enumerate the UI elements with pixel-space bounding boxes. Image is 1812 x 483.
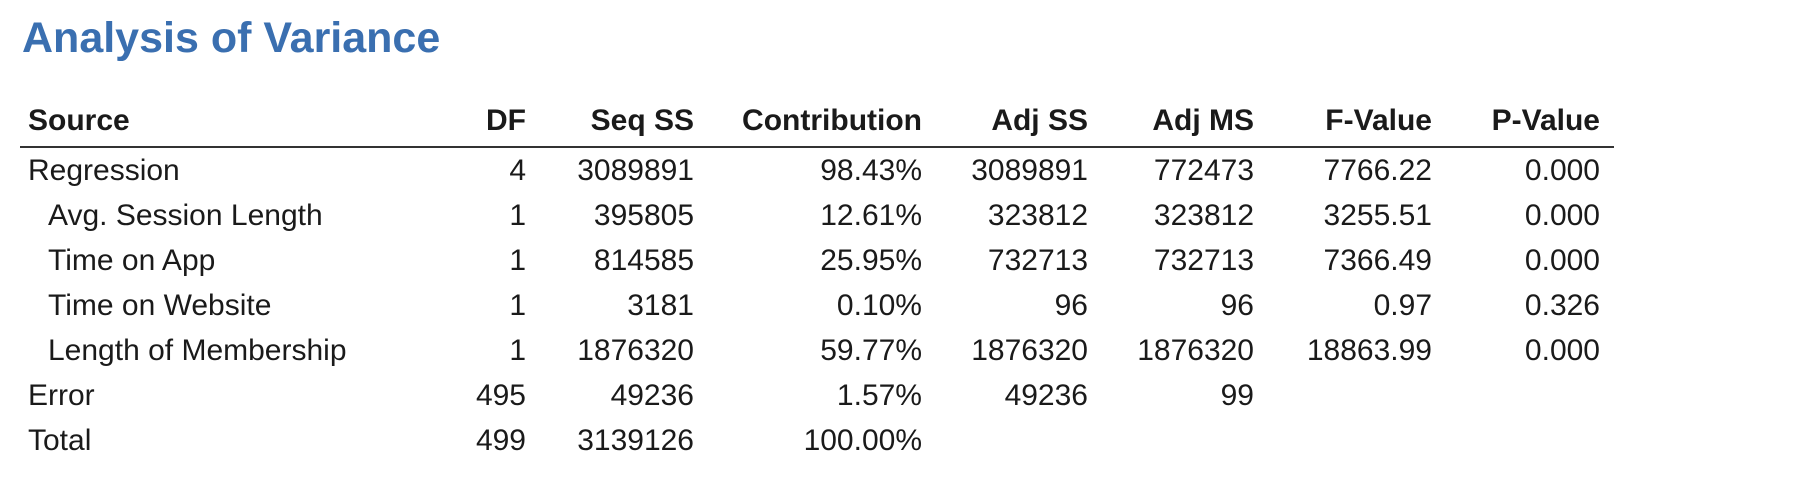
cell-df: 1 (509, 198, 526, 232)
table-header: Source DF Seq SS Contribution Adj SS Adj… (20, 96, 1614, 148)
header-f-value: F-Value (1268, 96, 1446, 148)
cell-df: 495 (475, 378, 526, 412)
table-row: Time on App 1 814585 25.95% 732713 732713 7366… (20, 238, 1614, 283)
cell-adj-ms: 732713 (1153, 243, 1254, 277)
cell-adj-ss: 3089891 (971, 153, 1088, 187)
table-row: Avg. Session Length 1 395805 12.61% 323812 32… (20, 193, 1614, 238)
cell-p-value: 0.000 (1524, 198, 1600, 232)
cell-contribution: 98.43% (820, 153, 922, 187)
cell-f-value: 0.97 (1373, 288, 1432, 322)
cell-source: Time on Website (48, 288, 272, 322)
cell-f-value: 3255.51 (1323, 198, 1432, 232)
header-contribution: Contribution (708, 96, 936, 148)
table-row: Error 495 49236 1.57% 49236 99 (20, 373, 1614, 418)
page-title: Analysis of Variance (22, 14, 441, 62)
cell-source: Regression (28, 153, 180, 187)
cell-adj-ss: 49236 (1004, 378, 1088, 412)
cell-seq-ss: 814585 (593, 243, 694, 277)
cell-source: Total (28, 423, 92, 457)
anova-table: Source DF Seq SS Contribution Adj SS Adj… (20, 96, 1614, 463)
cell-adj-ms (1102, 418, 1268, 463)
cell-df: 499 (475, 423, 526, 457)
cell-seq-ss: 395805 (593, 198, 694, 232)
cell-adj-ms: 323812 (1153, 198, 1254, 232)
cell-df: 1 (509, 288, 526, 322)
cell-p-value: 0.326 (1524, 288, 1600, 322)
cell-contribution: 1.57% (836, 378, 922, 412)
cell-contribution: 100.00% (803, 423, 922, 457)
cell-adj-ss: 732713 (987, 243, 1088, 277)
cell-f-value: 7766.22 (1323, 153, 1432, 187)
cell-seq-ss: 49236 (610, 378, 694, 412)
cell-p-value: 0.000 (1524, 333, 1600, 367)
cell-seq-ss: 1876320 (577, 333, 694, 367)
cell-source: Avg. Session Length (48, 198, 323, 232)
header-p-value: P-Value (1446, 96, 1614, 148)
cell-adj-ss (936, 418, 1102, 463)
cell-contribution: 12.61% (820, 198, 922, 232)
header-adj-ss: Adj SS (936, 96, 1102, 148)
cell-source: Time on App (48, 243, 216, 277)
cell-seq-ss: 3089891 (577, 153, 694, 187)
cell-adj-ss: 96 (1054, 288, 1088, 322)
header-adj-ms: Adj MS (1102, 96, 1268, 148)
cell-adj-ss: 1876320 (971, 333, 1088, 367)
cell-adj-ms: 772473 (1153, 153, 1254, 187)
table-row: Total 499 3139126 100.00% (20, 418, 1614, 463)
cell-adj-ms: 1876320 (1137, 333, 1254, 367)
cell-adj-ss: 323812 (987, 198, 1088, 232)
table-body: Regression 4 3089891 98.43% 3089891 772473 776… (20, 147, 1614, 463)
table-row: Time on Website 1 3181 0.10% 96 96 0.97 0.326 (20, 283, 1614, 328)
cell-seq-ss: 3181 (627, 288, 694, 322)
header-df: DF (442, 96, 540, 148)
cell-source: Error (28, 378, 95, 412)
cell-seq-ss: 3139126 (577, 423, 694, 457)
cell-adj-ms: 96 (1220, 288, 1254, 322)
cell-source: Length of Membership (48, 333, 347, 367)
cell-f-value (1268, 373, 1446, 418)
cell-p-value: 0.000 (1524, 243, 1600, 277)
cell-contribution: 25.95% (820, 243, 922, 277)
cell-p-value (1446, 373, 1614, 418)
table-row: Length of Membership 1 1876320 59.77% 187632… (20, 328, 1614, 373)
cell-p-value (1446, 418, 1614, 463)
cell-contribution: 59.77% (820, 333, 922, 367)
table-row: Regression 4 3089891 98.43% 3089891 772473 776… (20, 147, 1614, 193)
header-row: Source DF Seq SS Contribution Adj SS Adj… (20, 96, 1614, 148)
cell-f-value: 18863.99 (1306, 333, 1432, 367)
cell-f-value (1268, 418, 1446, 463)
cell-df: 1 (509, 243, 526, 277)
cell-df: 4 (509, 153, 526, 187)
header-seq-ss: Seq SS (540, 96, 708, 148)
header-source: Source (20, 96, 442, 148)
cell-f-value: 7366.49 (1323, 243, 1432, 277)
cell-contribution: 0.10% (836, 288, 922, 322)
cell-df: 1 (509, 333, 526, 367)
cell-adj-ms: 99 (1220, 378, 1254, 412)
cell-p-value: 0.000 (1524, 153, 1600, 187)
